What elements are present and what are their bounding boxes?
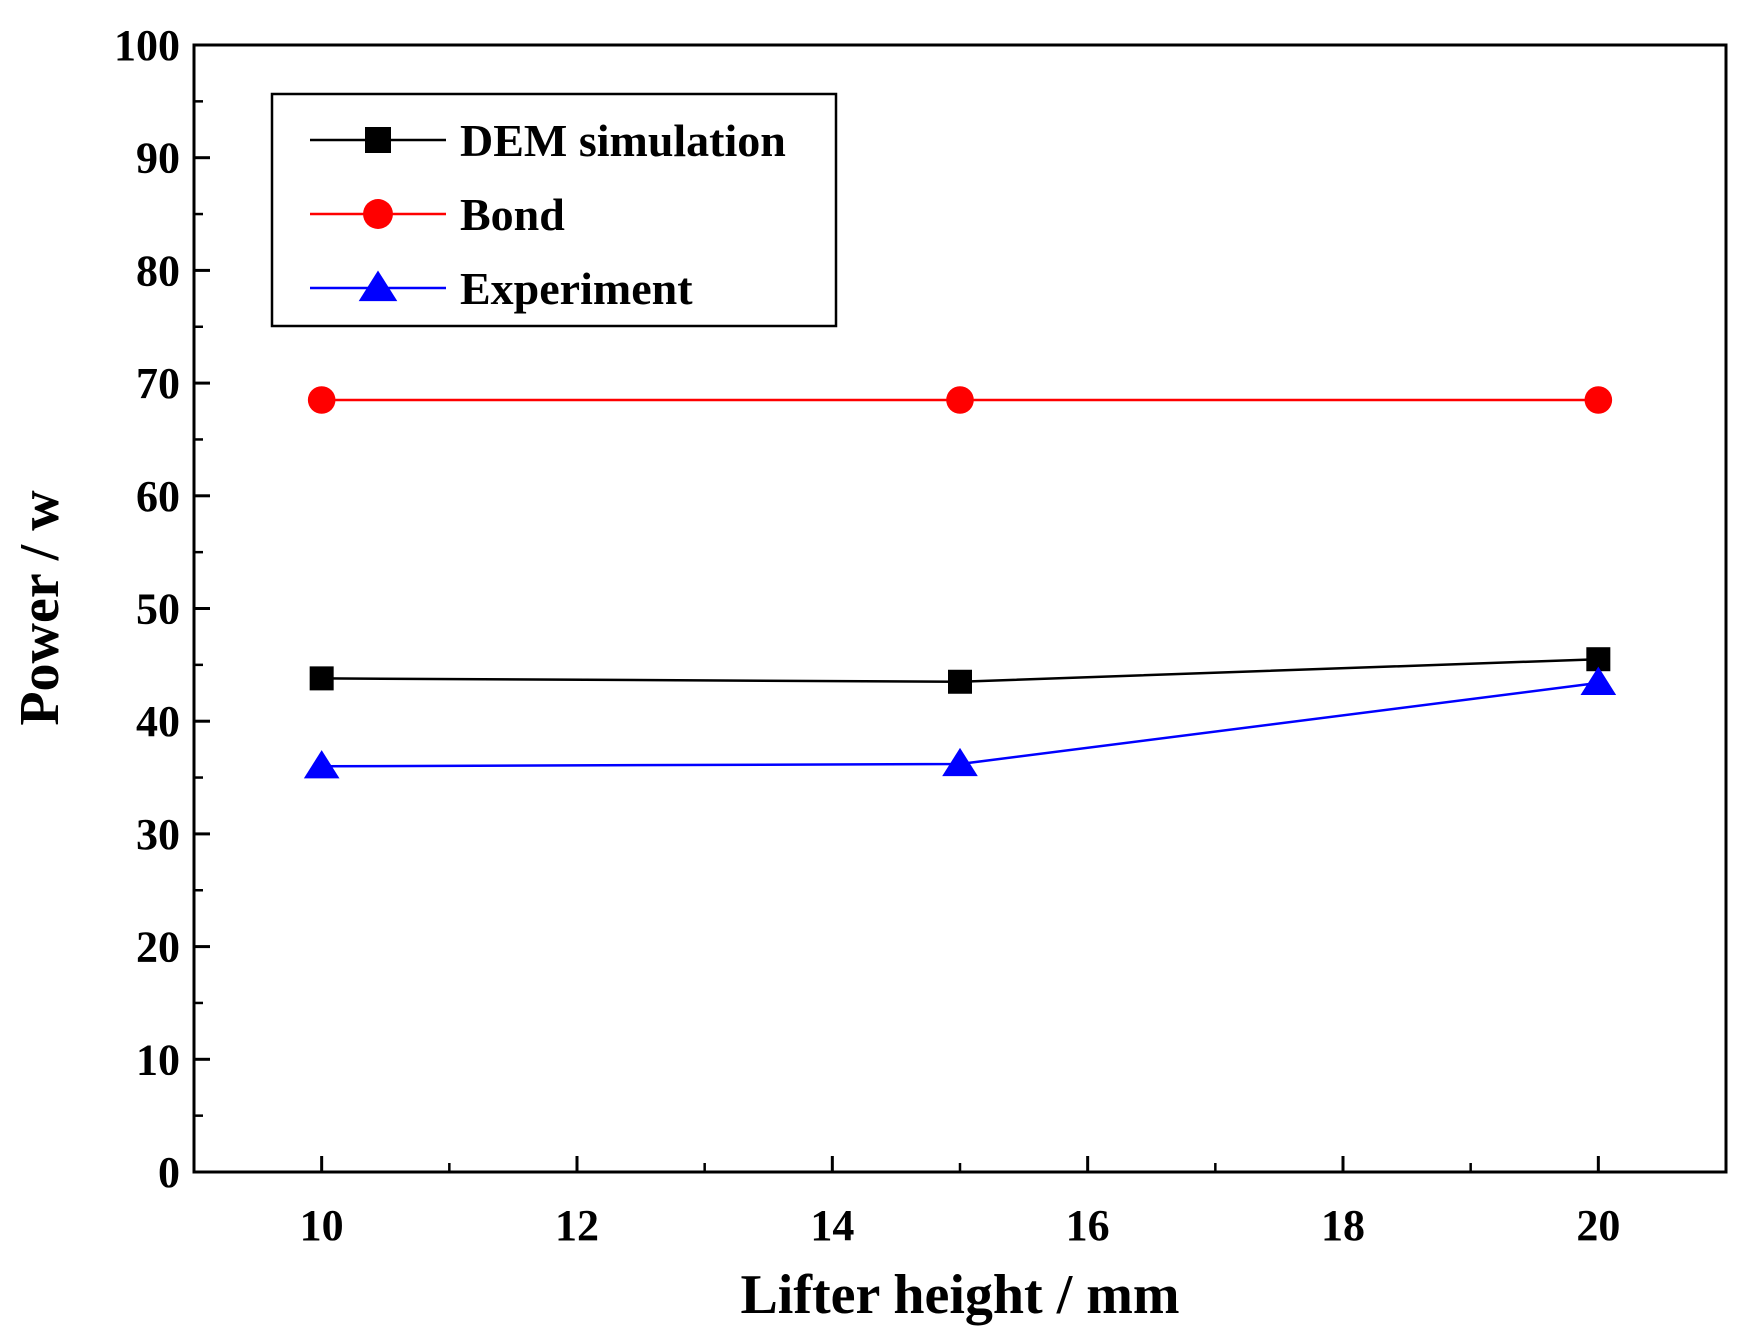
y-tick-label: 80 bbox=[136, 246, 180, 295]
series-layer bbox=[303, 386, 1617, 779]
x-tick-label: 12 bbox=[555, 1201, 599, 1250]
y-tick-label: 60 bbox=[136, 472, 180, 521]
y-tick-label: 10 bbox=[136, 1035, 180, 1084]
x-tick-label: 20 bbox=[1576, 1201, 1620, 1250]
legend-label-dem-simulation: DEM simulation bbox=[460, 115, 786, 166]
data-point-dem-simulation bbox=[948, 669, 972, 694]
x-tick-label: 14 bbox=[810, 1201, 854, 1250]
x-axis-title: Lifter height / mm bbox=[740, 1264, 1179, 1326]
legend-label-experiment: Experiment bbox=[460, 263, 693, 314]
legend: DEM simulation Bond Experiment bbox=[270, 92, 838, 328]
x-tick-label: 10 bbox=[300, 1201, 344, 1250]
data-point-experiment bbox=[303, 750, 340, 779]
y-tick-label: 50 bbox=[136, 585, 180, 634]
y-tick-label: 70 bbox=[136, 359, 180, 408]
y-tick-label: 40 bbox=[136, 697, 180, 746]
data-point-experiment bbox=[1580, 666, 1617, 696]
data-point-dem-simulation bbox=[309, 666, 334, 691]
x-tick-label: 18 bbox=[1321, 1201, 1365, 1250]
legend-marker-dem-simulation bbox=[365, 127, 391, 153]
legend-marker-bond bbox=[363, 199, 393, 229]
data-point-bond bbox=[1584, 386, 1613, 414]
legend-label-bond: Bond bbox=[460, 189, 565, 240]
x-axis-ticks: 10 12 14 16 18 20 bbox=[300, 1156, 1620, 1250]
plot-frame bbox=[192, 43, 1728, 1174]
legend-marker-experiment bbox=[358, 270, 398, 302]
data-point-bond bbox=[946, 386, 974, 414]
data-point-bond bbox=[307, 386, 336, 414]
data-point-experiment bbox=[942, 747, 978, 777]
y-axis-ticks: 0 10 20 30 40 50 60 70 80 90 100 bbox=[114, 21, 210, 1197]
y-tick-label: 100 bbox=[114, 21, 180, 70]
y-tick-label: 90 bbox=[136, 134, 180, 183]
y-tick-label: 30 bbox=[136, 810, 180, 859]
y-axis-title: Power / w bbox=[9, 490, 71, 726]
y-tick-label: 20 bbox=[136, 923, 180, 972]
x-tick-label: 16 bbox=[1066, 1201, 1110, 1250]
y-tick-label: 0 bbox=[158, 1148, 180, 1197]
